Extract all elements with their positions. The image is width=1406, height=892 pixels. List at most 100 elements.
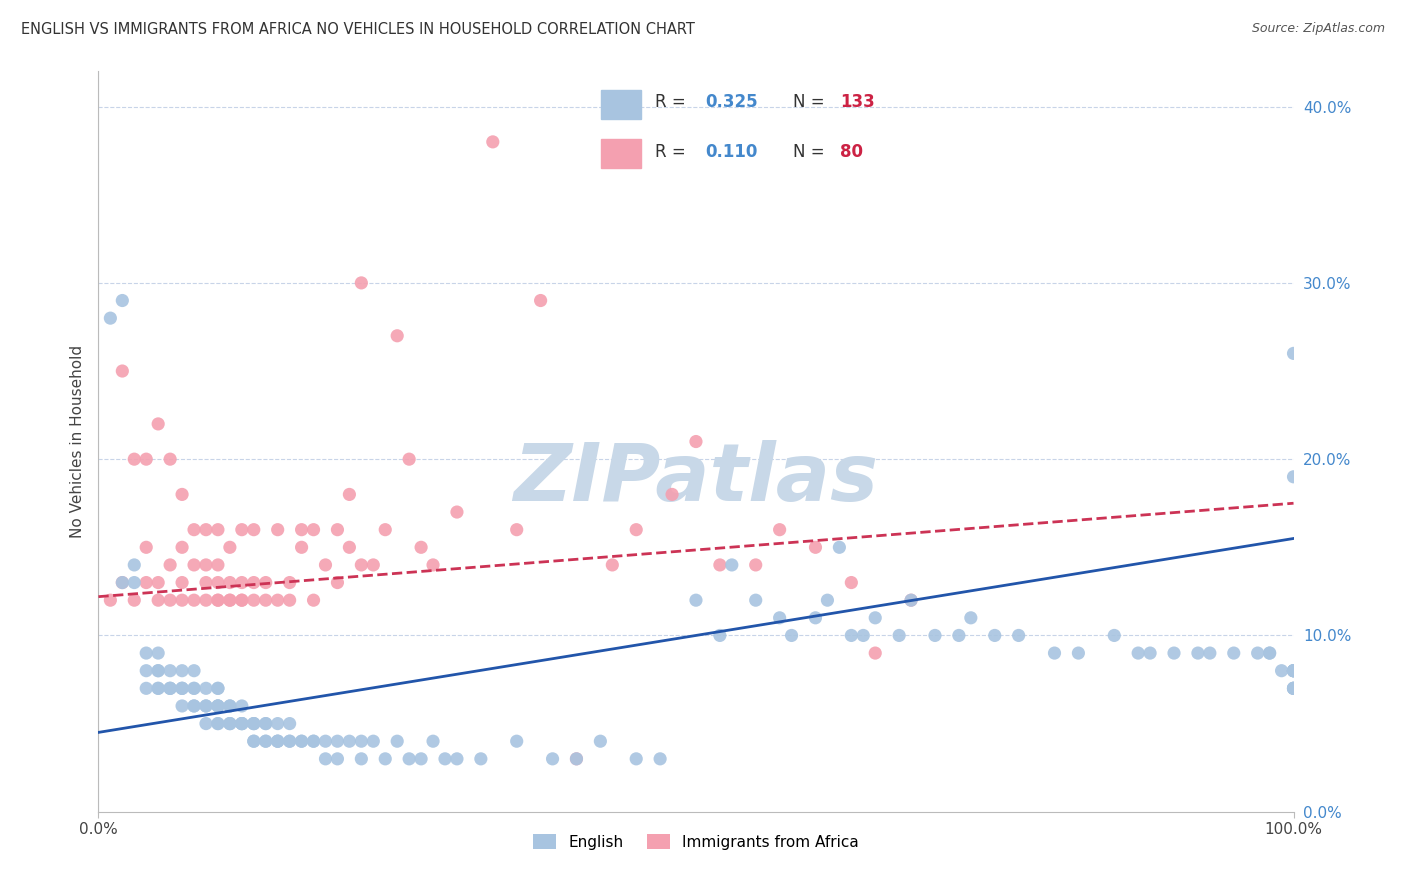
- Point: [148, 681, 170, 696]
- Point: [1199, 646, 1222, 660]
- Point: [315, 734, 337, 748]
- Point: [159, 681, 181, 696]
- Point: [278, 734, 301, 748]
- Point: [243, 716, 266, 731]
- Text: 133: 133: [841, 94, 875, 112]
- Point: [1282, 470, 1305, 484]
- Point: [243, 575, 266, 590]
- Point: [231, 593, 253, 607]
- Point: [363, 558, 385, 572]
- Point: [302, 593, 325, 607]
- Point: [1282, 681, 1305, 696]
- Point: [446, 752, 468, 766]
- Point: [195, 593, 218, 607]
- Point: [267, 523, 290, 537]
- Point: [1271, 664, 1294, 678]
- Point: [267, 734, 290, 748]
- Point: [254, 716, 277, 731]
- Point: [172, 664, 194, 678]
- Point: [1282, 664, 1305, 678]
- Point: [565, 752, 588, 766]
- Point: [1282, 664, 1305, 678]
- Point: [124, 558, 146, 572]
- Point: [602, 558, 624, 572]
- Point: [374, 752, 396, 766]
- Point: [900, 593, 922, 607]
- Point: [350, 558, 373, 572]
- Point: [159, 664, 181, 678]
- Point: [291, 734, 314, 748]
- Point: [207, 523, 229, 537]
- Point: [231, 716, 253, 731]
- Text: ENGLISH VS IMMIGRANTS FROM AFRICA NO VEHICLES IN HOUSEHOLD CORRELATION CHART: ENGLISH VS IMMIGRANTS FROM AFRICA NO VEH…: [21, 22, 695, 37]
- Point: [172, 681, 194, 696]
- Point: [172, 541, 194, 555]
- Point: [1282, 681, 1305, 696]
- Point: [243, 716, 266, 731]
- Point: [350, 276, 373, 290]
- Point: [1282, 664, 1305, 678]
- Point: [135, 681, 157, 696]
- Point: [231, 593, 253, 607]
- Point: [207, 716, 229, 731]
- Point: [219, 716, 242, 731]
- Point: [183, 681, 205, 696]
- Point: [506, 523, 529, 537]
- Point: [385, 734, 409, 748]
- Point: [148, 646, 170, 660]
- Point: [135, 646, 157, 660]
- Point: [159, 452, 181, 467]
- Point: [1067, 646, 1090, 660]
- Point: [135, 541, 157, 555]
- Point: [231, 575, 253, 590]
- Point: [159, 593, 181, 607]
- Point: [183, 593, 205, 607]
- Point: [350, 734, 373, 748]
- Text: 80: 80: [841, 143, 863, 161]
- Point: [207, 698, 229, 713]
- Point: [111, 575, 134, 590]
- Point: [685, 593, 707, 607]
- Point: [841, 575, 863, 590]
- Point: [172, 681, 194, 696]
- Point: [326, 575, 349, 590]
- Point: [207, 593, 229, 607]
- Point: [768, 523, 790, 537]
- Point: [1282, 346, 1305, 360]
- Point: [254, 593, 277, 607]
- Point: [709, 558, 731, 572]
- Point: [195, 575, 218, 590]
- Text: R =: R =: [655, 94, 690, 112]
- Point: [195, 681, 218, 696]
- Point: [207, 558, 229, 572]
- Point: [231, 698, 253, 713]
- Point: [326, 752, 349, 766]
- Point: [207, 681, 229, 696]
- Point: [1258, 646, 1281, 660]
- Point: [195, 558, 218, 572]
- Point: [960, 611, 983, 625]
- Point: [1187, 646, 1209, 660]
- Point: [172, 698, 194, 713]
- Point: [422, 558, 444, 572]
- Point: [207, 681, 229, 696]
- Point: [124, 593, 146, 607]
- Point: [1223, 646, 1246, 660]
- Point: [1258, 646, 1281, 660]
- Point: [183, 698, 205, 713]
- Point: [111, 364, 134, 378]
- Point: [183, 523, 205, 537]
- Point: [219, 698, 242, 713]
- Point: [207, 716, 229, 731]
- Point: [148, 575, 170, 590]
- Point: [195, 698, 218, 713]
- Text: Source: ZipAtlas.com: Source: ZipAtlas.com: [1251, 22, 1385, 36]
- Point: [195, 523, 218, 537]
- Point: [339, 487, 361, 501]
- Point: [159, 558, 181, 572]
- Point: [434, 752, 457, 766]
- Point: [231, 716, 253, 731]
- Text: N =: N =: [793, 143, 830, 161]
- Point: [254, 734, 277, 748]
- Point: [243, 734, 266, 748]
